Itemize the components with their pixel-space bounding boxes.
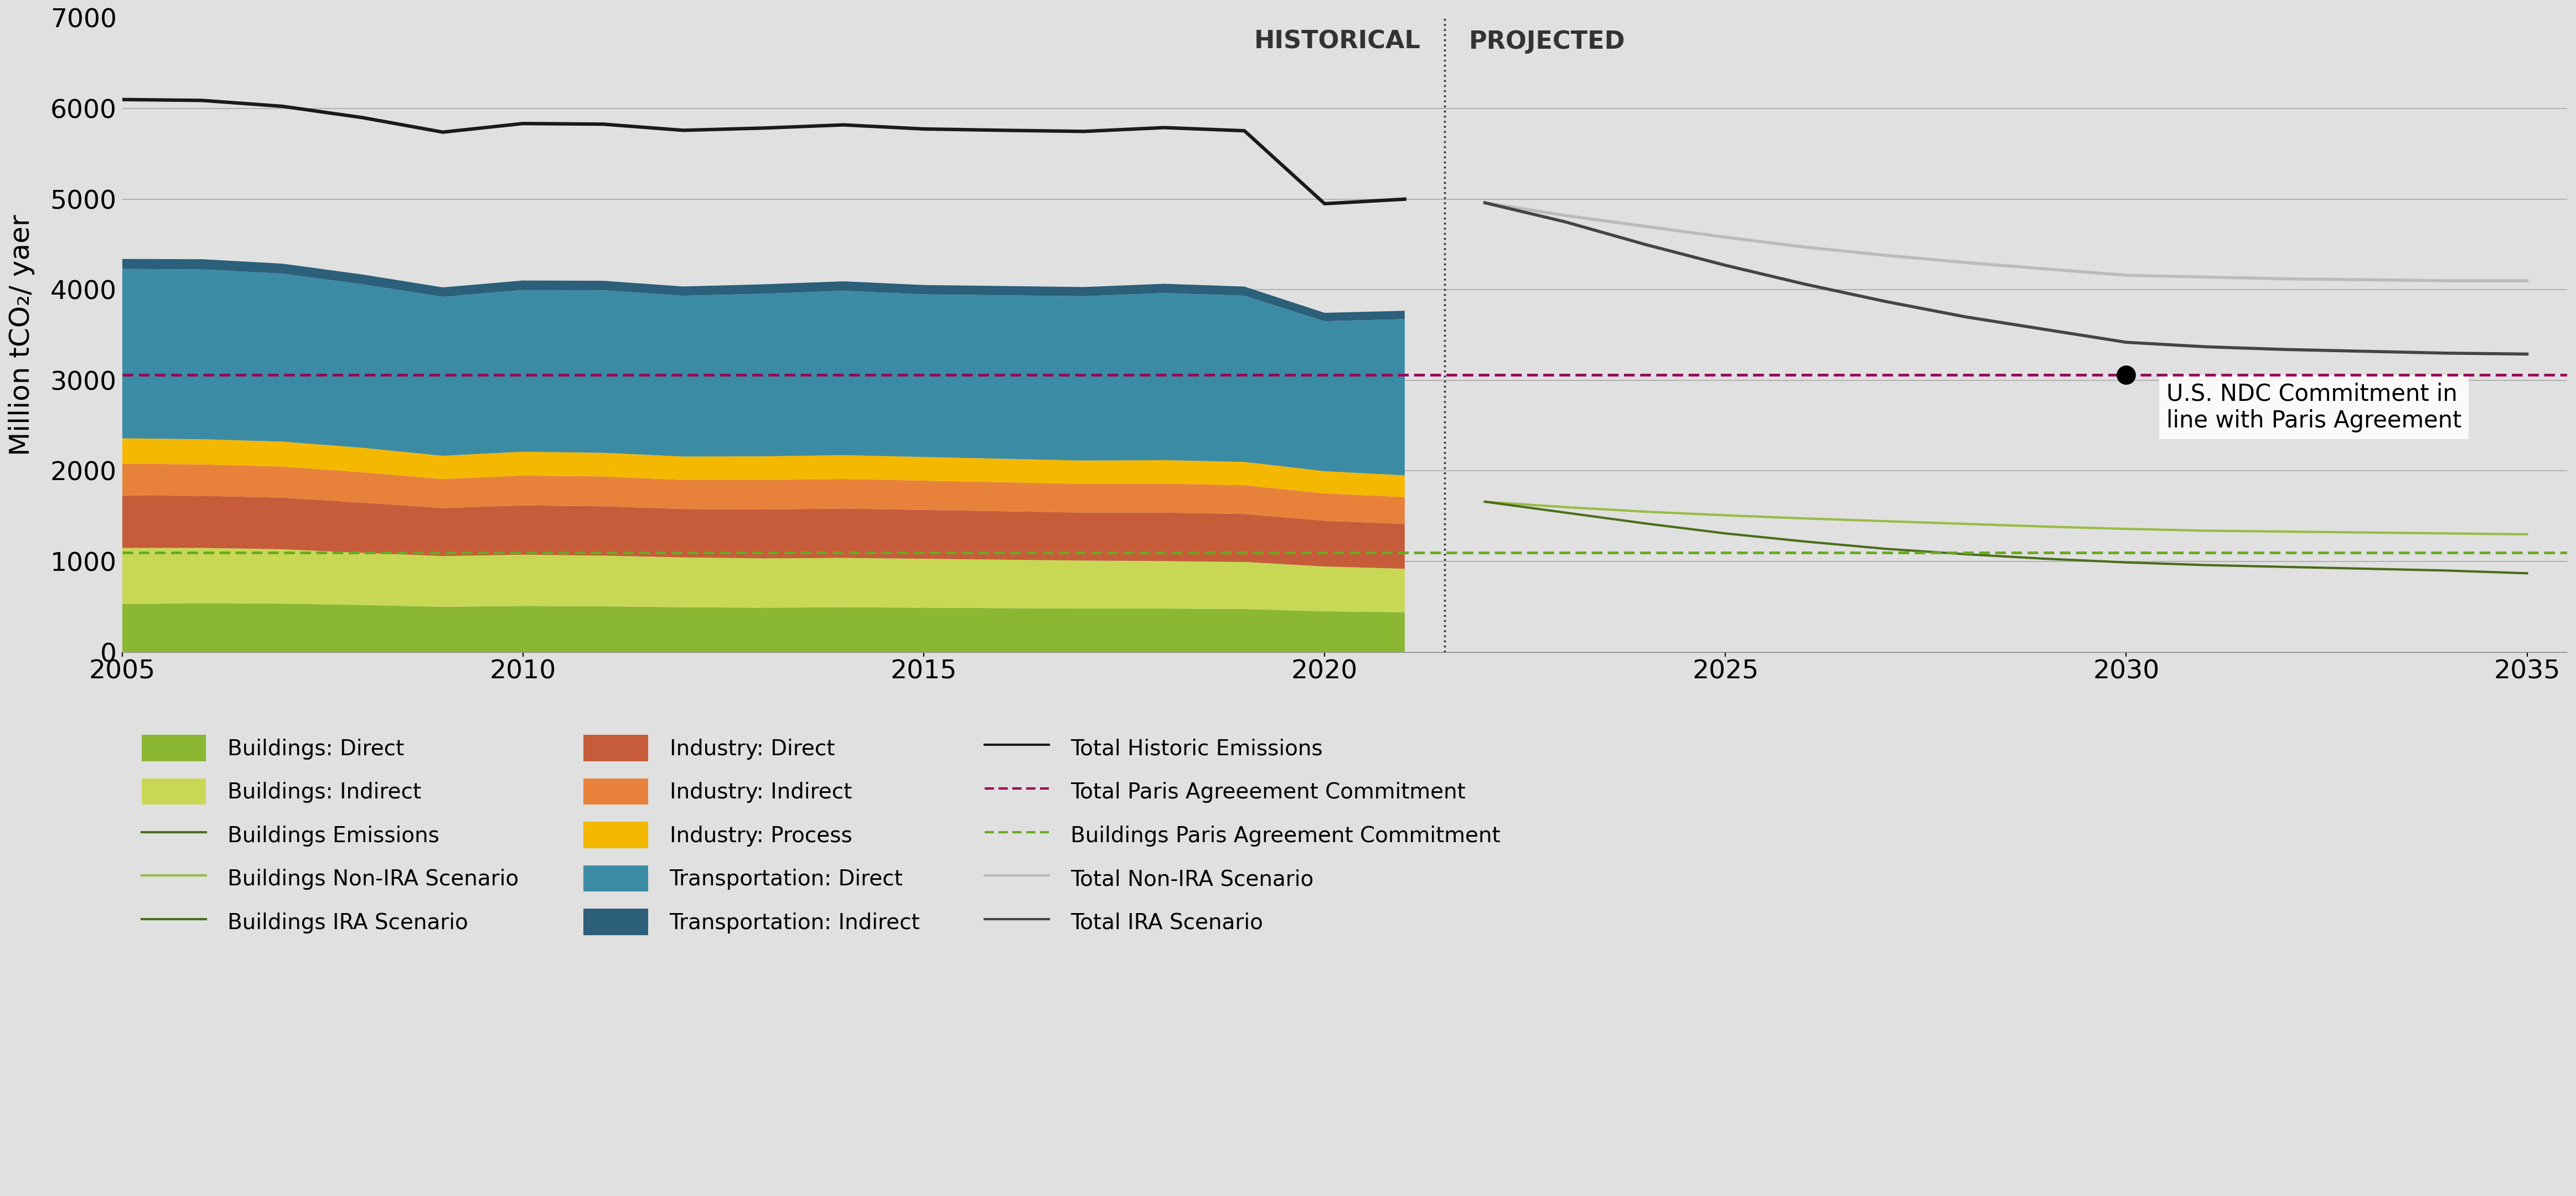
Y-axis label: Million tCO₂/ yaer: Million tCO₂/ yaer [8,214,36,456]
Legend: Buildings: Direct, Buildings: Indirect, Buildings Emissions, Buildings Non-IRA S: Buildings: Direct, Buildings: Indirect, … [134,726,1510,944]
Text: PROJECTED: PROJECTED [1468,30,1625,54]
Text: U.S. NDC Commitment in
line with Paris Agreement: U.S. NDC Commitment in line with Paris A… [2166,383,2463,432]
Text: HISTORICAL: HISTORICAL [1255,30,1422,54]
